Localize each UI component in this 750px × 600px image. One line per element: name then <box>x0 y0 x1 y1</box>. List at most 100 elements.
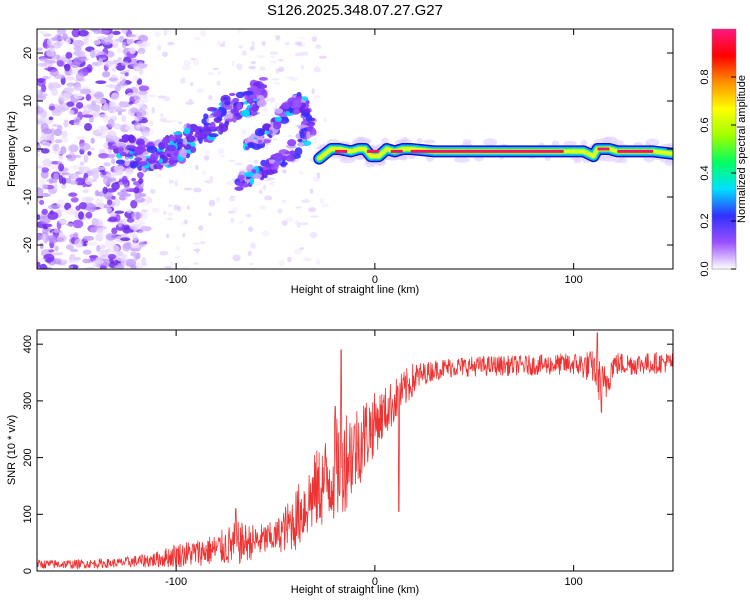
y-tick-label: 20 <box>22 47 34 59</box>
spectral-blob <box>64 63 71 72</box>
spectral-blob <box>298 171 304 175</box>
spectral-blob <box>300 64 304 71</box>
spectral-blob <box>145 196 153 204</box>
spectral-blob <box>240 109 251 117</box>
spectral-blob <box>246 98 255 104</box>
spectral-blob <box>139 192 147 198</box>
spectral-blob <box>264 195 273 201</box>
spectral-blob <box>126 208 132 214</box>
spectral-blob <box>216 80 221 86</box>
spectral-blob <box>169 261 175 266</box>
spectral-blob <box>176 245 180 252</box>
spectrogram-y-label: Frequency (Hz) <box>6 111 18 187</box>
spectral-blob <box>60 146 67 155</box>
spectral-blob <box>54 143 60 152</box>
spectral-blob <box>277 208 283 214</box>
spectral-blob <box>265 96 270 103</box>
spectral-blob <box>281 220 288 226</box>
spectral-blob <box>134 157 143 162</box>
spectral-blob <box>270 55 276 58</box>
spectral-blob <box>68 109 75 116</box>
spectral-blob <box>315 258 321 266</box>
spectral-blob <box>54 74 66 80</box>
spectral-blob <box>51 123 59 127</box>
spectral-blob <box>139 51 144 55</box>
spectral-blob <box>201 118 207 125</box>
spectral-blob <box>257 137 264 141</box>
spectral-blob <box>305 258 314 261</box>
spectral-blob <box>43 33 52 37</box>
spectral-blob <box>207 114 214 119</box>
spectral-blob <box>198 225 204 231</box>
spectral-blob <box>85 211 93 219</box>
spectral-blob <box>52 151 64 155</box>
spectral-blob <box>135 219 145 227</box>
spectral-blob <box>232 97 240 103</box>
spectral-blob <box>53 172 59 181</box>
spectral-blob <box>118 100 125 107</box>
spectral-blob <box>121 41 127 49</box>
y-tick-label: 10 <box>22 95 34 107</box>
spectral-blob <box>66 76 75 81</box>
spectral-blob <box>278 259 285 267</box>
spectral-blob <box>274 108 284 114</box>
spectral-blob <box>124 167 135 172</box>
spectral-blob <box>184 219 188 225</box>
spectral-blob <box>296 92 302 97</box>
spectral-blob <box>103 102 109 111</box>
spectral-blob <box>131 211 143 220</box>
spectral-blob <box>122 78 127 83</box>
spectral-blob <box>312 176 320 182</box>
spectral-blob <box>106 130 117 140</box>
spectral-blob <box>37 62 48 67</box>
spectral-blob <box>274 102 279 109</box>
spectral-blob <box>111 158 116 165</box>
spectral-blob <box>207 106 218 112</box>
spectral-blob <box>268 129 273 135</box>
colorbar-tick-label: 0.8 <box>699 69 711 84</box>
spectral-blob <box>42 226 49 230</box>
spectral-blob <box>61 130 68 139</box>
spectral-blob <box>41 132 52 140</box>
spectral-blob <box>53 41 62 49</box>
spectral-blob <box>112 169 124 176</box>
spectral-blob <box>84 266 96 269</box>
spectral-blob <box>37 47 43 52</box>
spectral-blob <box>174 255 181 260</box>
spectral-blob <box>68 180 79 185</box>
spectral-blob <box>57 160 63 164</box>
spectral-blob <box>422 139 436 144</box>
spectral-blob <box>121 29 128 35</box>
colorbar-tick-label: 0.2 <box>699 213 711 228</box>
spectral-blob <box>118 195 126 201</box>
spectral-blob <box>261 40 266 46</box>
spectral-blob <box>203 113 209 120</box>
spectral-blob <box>75 177 86 186</box>
spectral-blob <box>182 137 188 147</box>
spectral-blob <box>250 242 256 249</box>
spectral-blob <box>86 104 95 109</box>
spectral-blob <box>114 38 122 42</box>
spectral-blob <box>111 67 118 72</box>
spectral-blob <box>105 84 117 88</box>
spectral-blob <box>315 44 322 50</box>
spectral-blob <box>82 258 92 264</box>
spectral-blob <box>140 226 148 230</box>
spectral-blob <box>244 146 250 151</box>
spectral-blob <box>138 85 150 92</box>
spectral-blob <box>142 202 149 206</box>
spectral-blob <box>111 227 118 235</box>
spectral-blob <box>178 121 183 124</box>
spectral-blob <box>573 157 582 164</box>
spectral-blob <box>126 142 138 146</box>
spectral-blob <box>287 256 292 263</box>
y-tick-label: 400 <box>22 335 34 353</box>
spectral-blob <box>47 211 59 221</box>
spectral-blob <box>248 226 254 232</box>
spectral-blob <box>133 94 142 102</box>
spectral-blob <box>126 36 132 45</box>
spectral-blob <box>37 257 46 263</box>
spectral-blob <box>58 219 67 224</box>
spectral-blob <box>193 242 200 245</box>
spectral-blob <box>298 37 306 40</box>
